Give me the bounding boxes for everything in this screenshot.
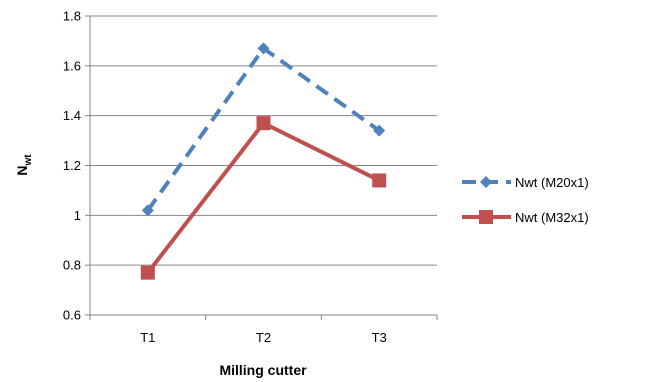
data-point: [141, 204, 154, 217]
legend: Nwt (M20x1) Nwt (M32x1): [462, 175, 589, 225]
data-point: [373, 124, 386, 137]
y-axis-title-main: N: [14, 165, 30, 175]
series-group: [140, 42, 387, 280]
data-point: [372, 173, 387, 188]
legend-label: Nwt (M32x1): [515, 210, 589, 225]
y-tick-label: 0.6: [63, 308, 81, 323]
series-line: [146, 121, 381, 274]
x-tick-labels: T1 T2 T3: [140, 330, 387, 345]
y-tick-label: 1: [74, 208, 81, 223]
y-axis-title: Nwt: [14, 154, 34, 176]
x-tick-label: T2: [256, 330, 271, 345]
data-point: [256, 116, 271, 131]
gridlines: [85, 15, 438, 320]
y-tick-label: 1.2: [63, 158, 81, 173]
data-point: [257, 42, 270, 55]
y-tick-label: 1.6: [63, 58, 81, 73]
legend-item: Nwt (M20x1): [462, 175, 589, 190]
y-tick-label: 1.4: [63, 108, 81, 123]
y-tick-labels: 0.6 0.8 1 1.2 1.4 1.6 1.8: [63, 9, 81, 323]
legend-marker: [480, 176, 492, 188]
y-axis-title-sub: wt: [23, 154, 34, 167]
series-1: [141, 42, 386, 217]
x-tick-label: T3: [372, 330, 387, 345]
legend-item: Nwt (M32x1): [462, 210, 589, 225]
series-2: [140, 116, 387, 280]
x-axis-title: Milling cutter: [219, 362, 307, 378]
legend-marker: [479, 210, 493, 224]
data-point: [140, 265, 155, 280]
x-tick-label: T1: [140, 330, 155, 345]
y-tick-label: 0.8: [63, 258, 81, 273]
y-tick-label: 1.8: [63, 9, 81, 24]
legend-label: Nwt (M20x1): [515, 175, 589, 190]
